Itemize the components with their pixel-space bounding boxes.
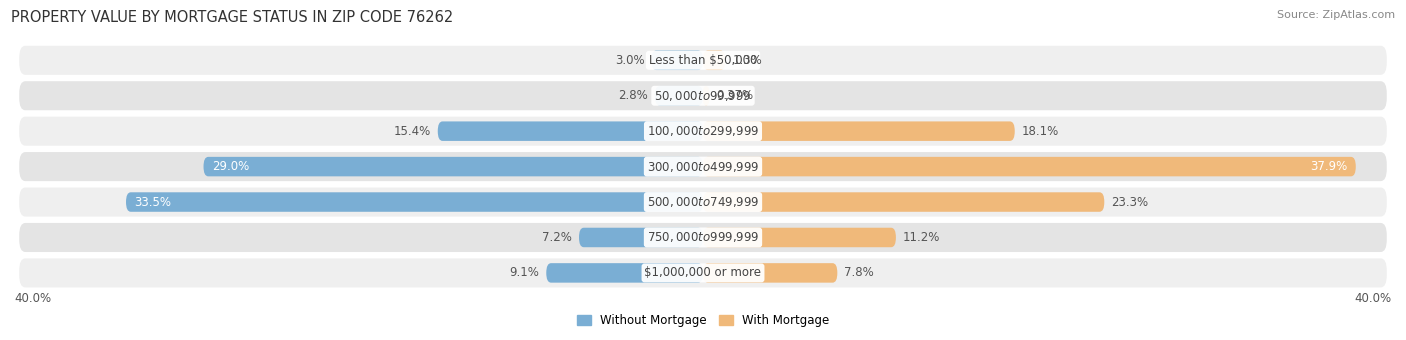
FancyBboxPatch shape xyxy=(703,86,710,105)
Text: 29.0%: 29.0% xyxy=(212,160,249,173)
Text: 7.2%: 7.2% xyxy=(543,231,572,244)
FancyBboxPatch shape xyxy=(20,152,1386,181)
FancyBboxPatch shape xyxy=(20,46,1386,75)
Text: 0.37%: 0.37% xyxy=(716,89,754,102)
Text: 18.1%: 18.1% xyxy=(1022,125,1059,138)
FancyBboxPatch shape xyxy=(437,121,703,141)
FancyBboxPatch shape xyxy=(20,187,1386,217)
FancyBboxPatch shape xyxy=(20,223,1386,252)
Text: 3.0%: 3.0% xyxy=(614,54,644,67)
Text: 7.8%: 7.8% xyxy=(844,267,875,279)
Text: 40.0%: 40.0% xyxy=(14,292,51,305)
Text: 37.9%: 37.9% xyxy=(1310,160,1347,173)
Text: 11.2%: 11.2% xyxy=(903,231,941,244)
Text: $750,000 to $999,999: $750,000 to $999,999 xyxy=(647,231,759,244)
FancyBboxPatch shape xyxy=(655,86,703,105)
Text: Less than $50,000: Less than $50,000 xyxy=(648,54,758,67)
FancyBboxPatch shape xyxy=(651,51,703,70)
Text: 9.1%: 9.1% xyxy=(509,267,540,279)
Text: 2.8%: 2.8% xyxy=(619,89,648,102)
Text: 33.5%: 33.5% xyxy=(135,195,172,208)
FancyBboxPatch shape xyxy=(703,192,1104,212)
FancyBboxPatch shape xyxy=(579,228,703,247)
FancyBboxPatch shape xyxy=(703,51,725,70)
FancyBboxPatch shape xyxy=(547,263,703,283)
FancyBboxPatch shape xyxy=(20,258,1386,287)
Text: 40.0%: 40.0% xyxy=(1355,292,1392,305)
Text: $300,000 to $499,999: $300,000 to $499,999 xyxy=(647,159,759,174)
Text: Source: ZipAtlas.com: Source: ZipAtlas.com xyxy=(1277,10,1395,20)
FancyBboxPatch shape xyxy=(204,157,703,176)
Text: PROPERTY VALUE BY MORTGAGE STATUS IN ZIP CODE 76262: PROPERTY VALUE BY MORTGAGE STATUS IN ZIP… xyxy=(11,10,454,25)
FancyBboxPatch shape xyxy=(127,192,703,212)
FancyBboxPatch shape xyxy=(20,117,1386,146)
FancyBboxPatch shape xyxy=(703,157,1355,176)
Text: 23.3%: 23.3% xyxy=(1111,195,1149,208)
Text: $100,000 to $299,999: $100,000 to $299,999 xyxy=(647,124,759,138)
Text: $500,000 to $749,999: $500,000 to $749,999 xyxy=(647,195,759,209)
Text: $1,000,000 or more: $1,000,000 or more xyxy=(644,267,762,279)
Text: $50,000 to $99,999: $50,000 to $99,999 xyxy=(654,89,752,103)
FancyBboxPatch shape xyxy=(703,263,838,283)
Text: 15.4%: 15.4% xyxy=(394,125,430,138)
FancyBboxPatch shape xyxy=(703,121,1015,141)
Legend: Without Mortgage, With Mortgage: Without Mortgage, With Mortgage xyxy=(572,309,834,332)
FancyBboxPatch shape xyxy=(20,81,1386,110)
Text: 1.3%: 1.3% xyxy=(733,54,762,67)
FancyBboxPatch shape xyxy=(703,228,896,247)
